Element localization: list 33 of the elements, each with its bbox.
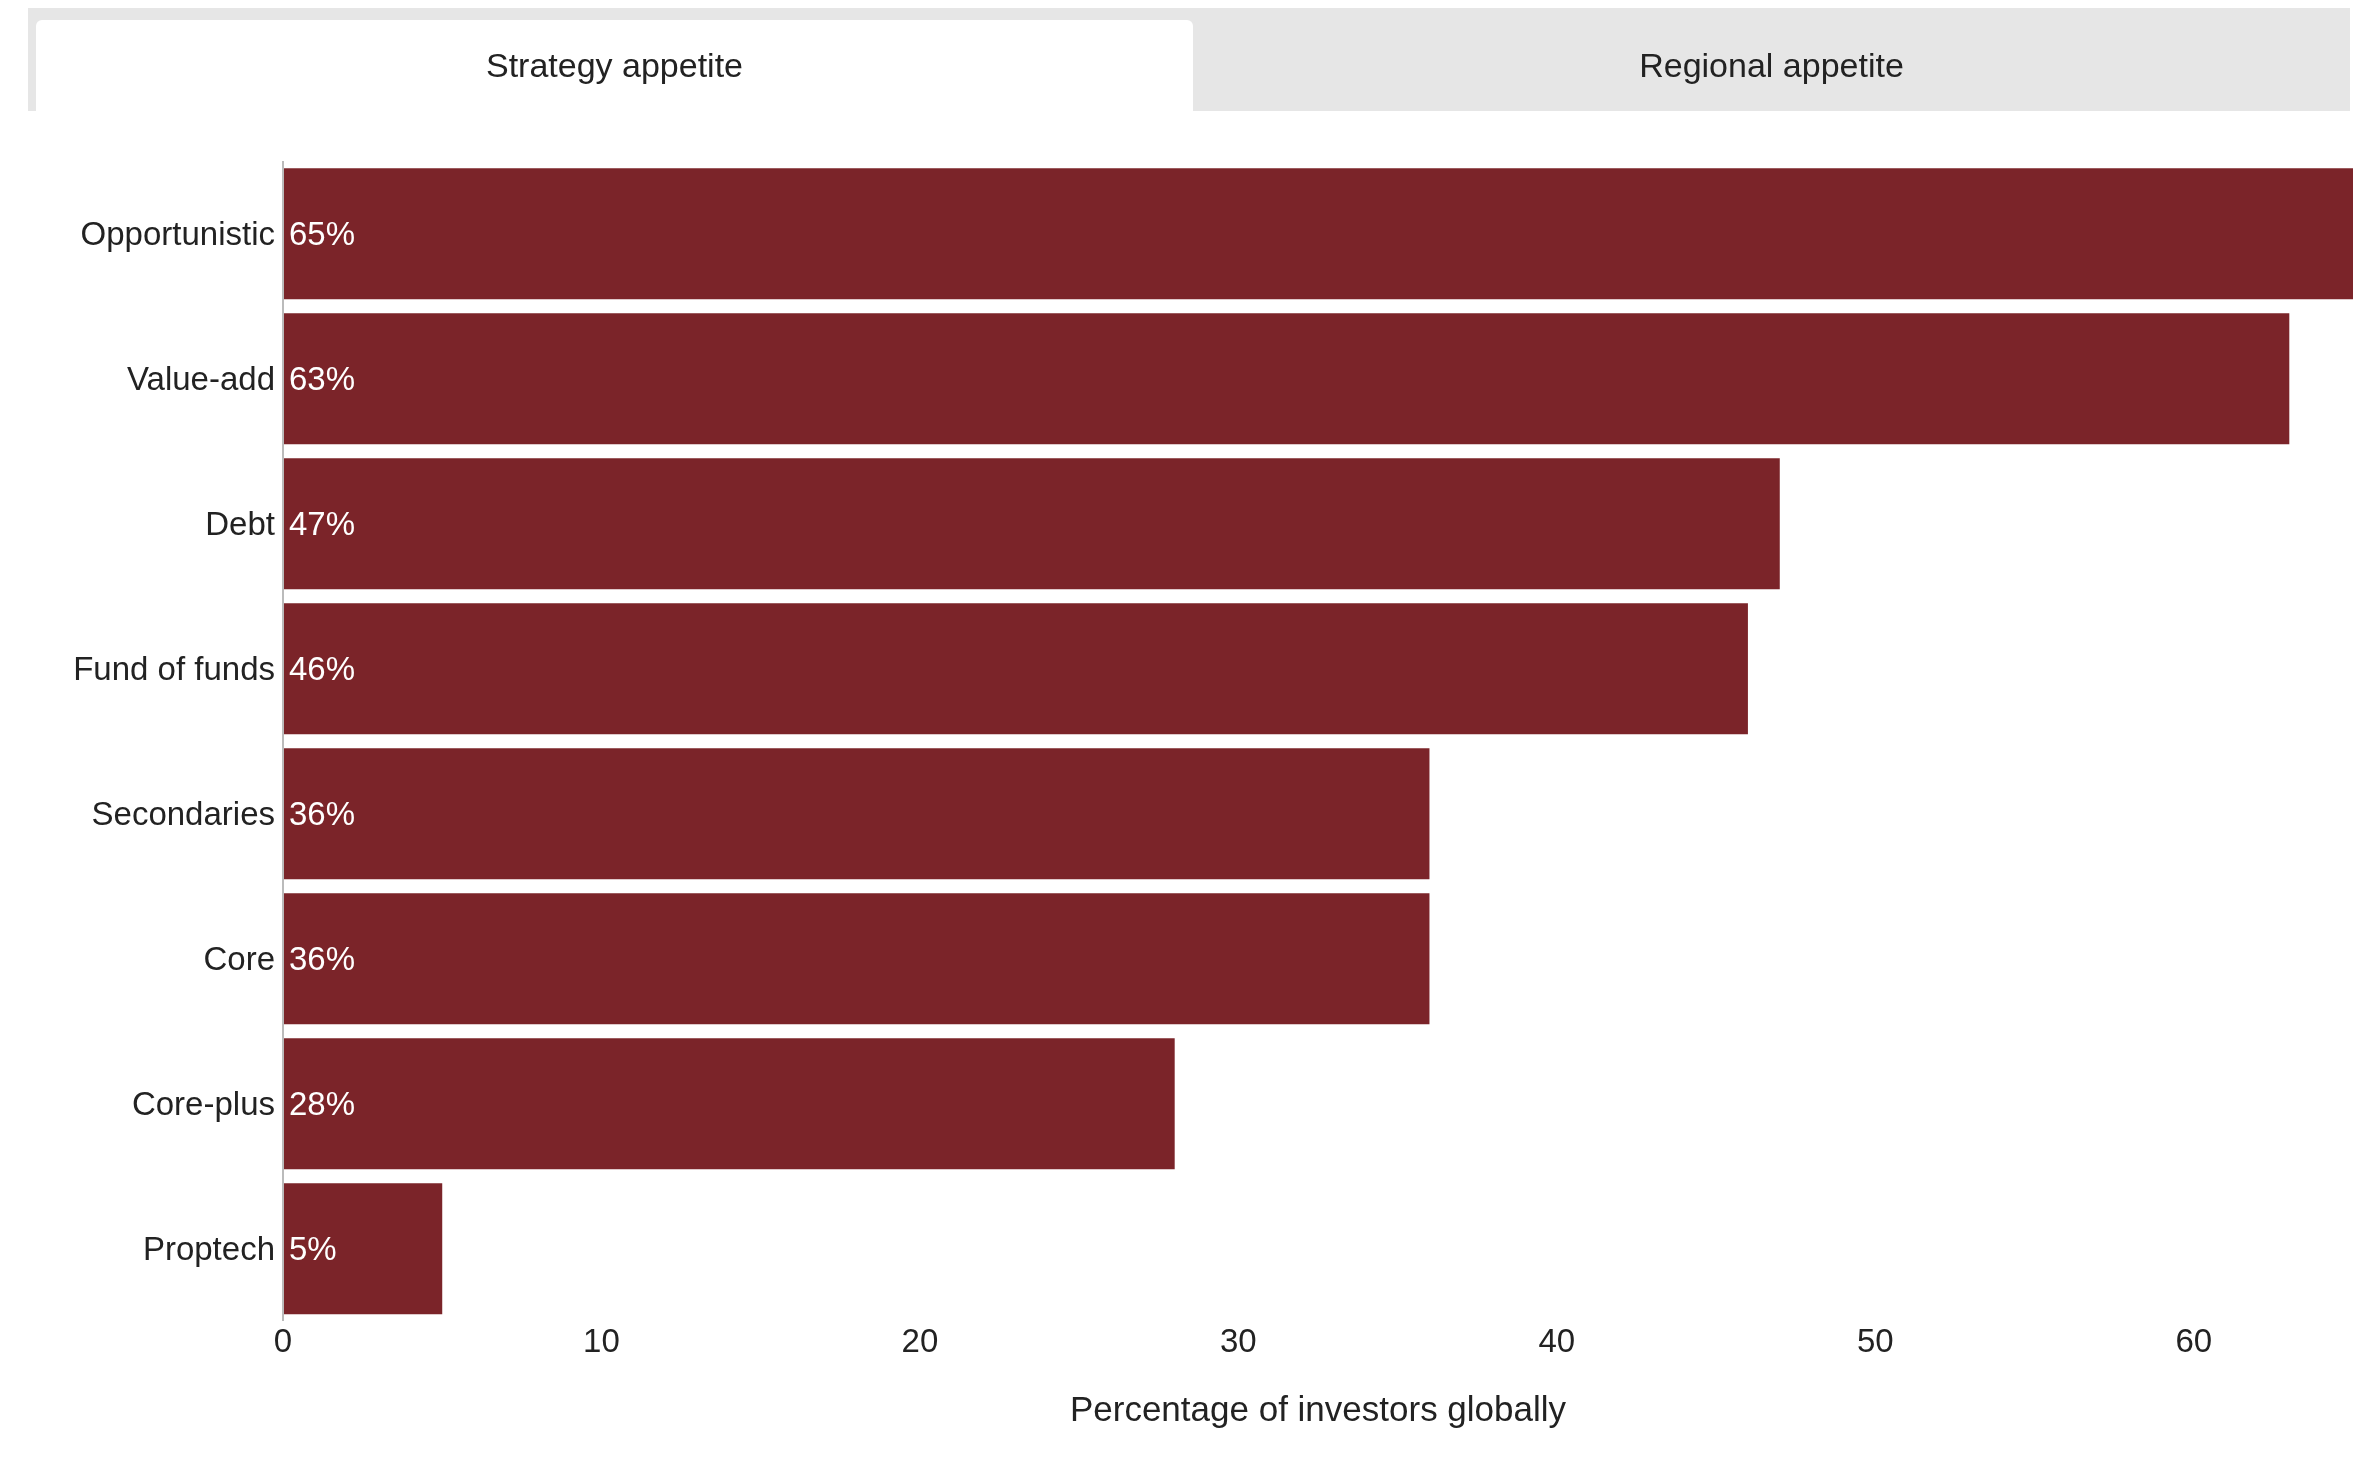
x-tick-label: 10 [583,1322,620,1360]
data-label: 36% [289,795,356,833]
y-tick-label: Debt [205,505,275,543]
y-tick-label: Secondaries [91,795,275,833]
bar [283,1038,1175,1170]
data-label: 65% [289,215,356,253]
data-label: 47% [289,505,356,543]
y-tick-label: Value-add [126,360,275,398]
x-tick-label: 40 [1538,1322,1576,1360]
y-tick-label: Core-plus [131,1085,275,1123]
data-label: 46% [289,650,356,688]
x-tick-label: 50 [1856,1322,1894,1360]
x-axis-title: Percentage of investors globally [1069,1389,1567,1428]
bar [283,458,1780,590]
bar [283,893,1430,1025]
y-tick-label: Proptech [142,1230,275,1268]
tab: Strategy appetite [36,20,1193,111]
data-label: 5% [289,1230,337,1268]
x-tick-label: 0 [273,1322,293,1360]
y-tick-label: Opportunistic [80,215,275,253]
bar [283,313,2290,445]
y-tick-label: Core [203,940,275,978]
x-tick-label: 20 [901,1322,939,1360]
bar [283,168,2353,300]
y-tick-label: Fund of funds [73,650,275,688]
bar [283,748,1430,880]
x-tick-label: 30 [1220,1322,1257,1360]
bar [283,1183,443,1315]
x-tick-label: 60 [2175,1322,2213,1360]
data-label: 63% [289,360,356,398]
bar [283,603,1748,735]
data-label: 36% [289,940,356,978]
data-label: 28% [289,1085,356,1123]
